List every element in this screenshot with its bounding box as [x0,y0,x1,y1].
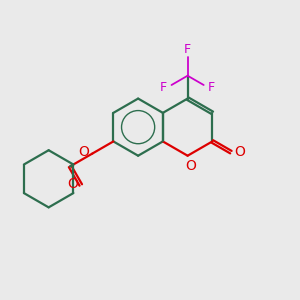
Text: F: F [184,43,191,56]
Text: O: O [234,145,245,159]
Text: O: O [78,145,88,159]
Text: F: F [160,81,167,94]
Text: F: F [208,81,215,94]
Text: O: O [185,159,196,173]
Text: O: O [67,177,78,190]
